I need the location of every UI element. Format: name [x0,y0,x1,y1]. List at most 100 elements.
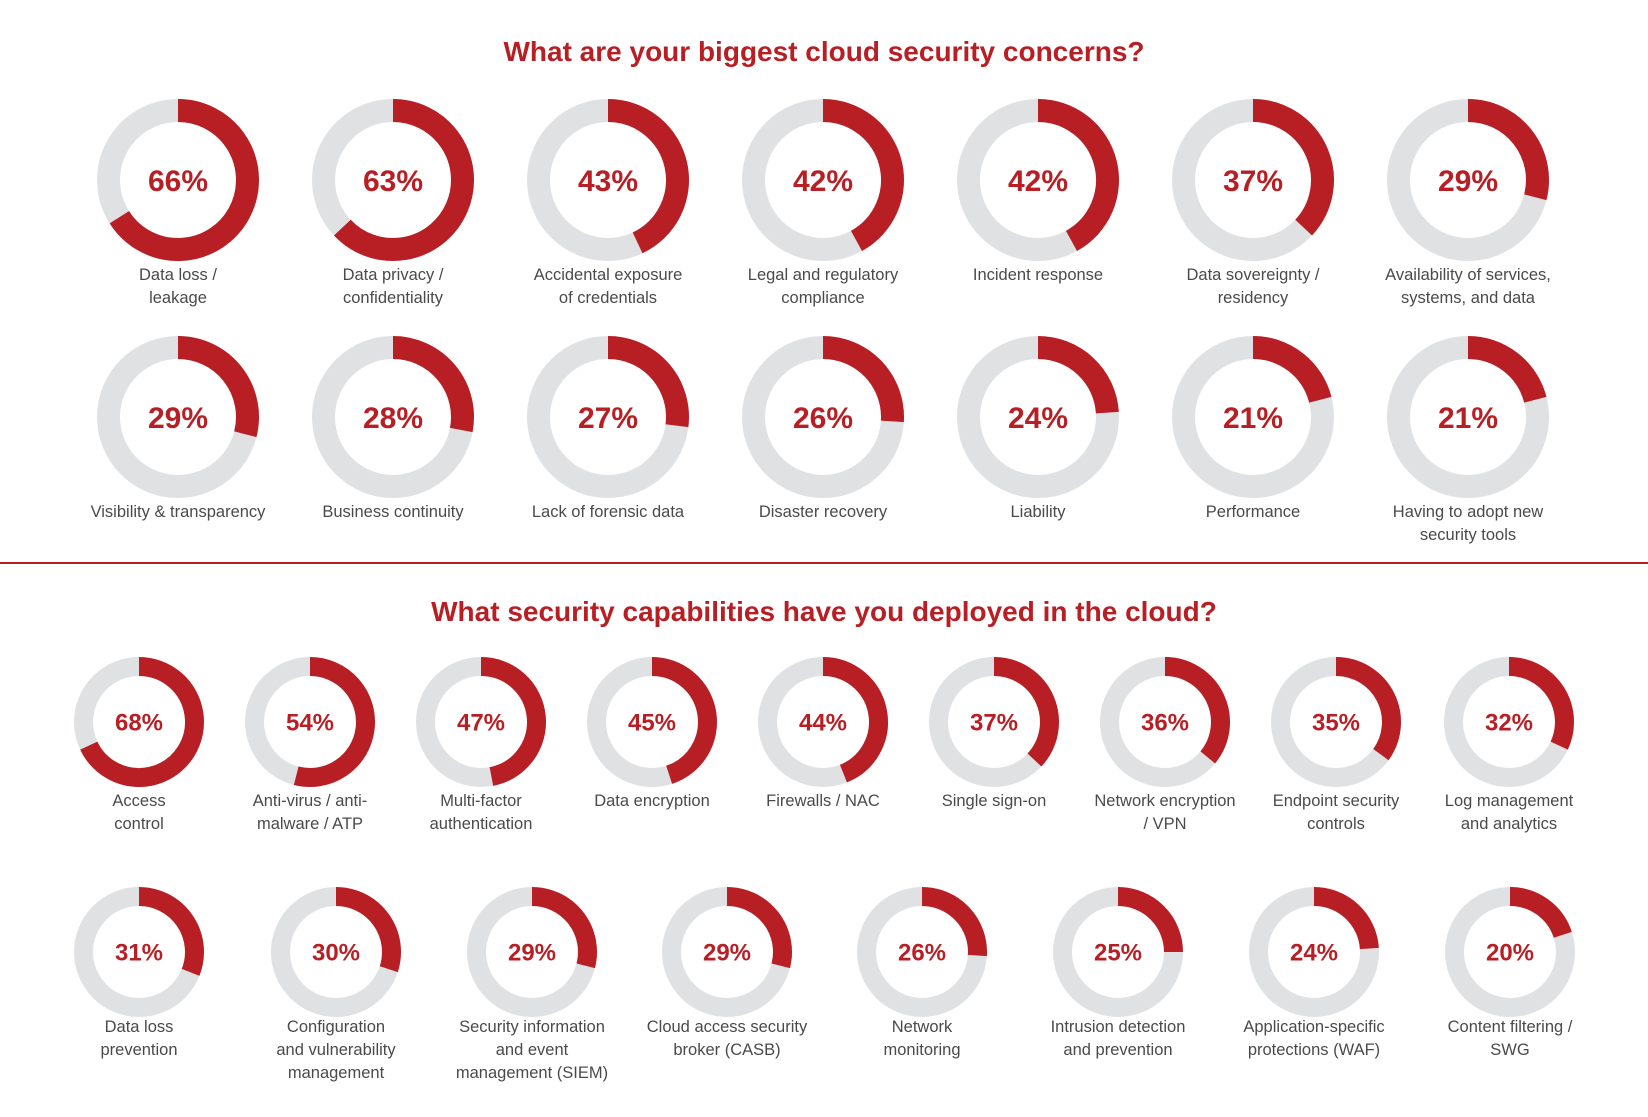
donut-value-arc [1117,887,1183,953]
donut-category-label-line: malware / ATP [257,815,363,833]
donut-percent-label: 47% [457,710,505,737]
donut-percent-label: 37% [1223,165,1283,198]
donut-percent-label: 37% [970,710,1018,737]
donut-value-arc [109,99,259,261]
donut-category-label-line: Cloud access security [647,1018,808,1036]
donut-category-label-line: Log management [1445,792,1574,810]
donut-value-arc [1335,657,1401,761]
donut-category-label: Data encryption [594,792,710,810]
donut-percent-label: 21% [1438,402,1498,435]
donut-chart: 47% Multi-factor authentication [416,657,546,833]
donut-chart: 42% Incident response [957,99,1119,284]
donut-percent-label: 54% [286,710,334,737]
donut-percent-label: 21% [1223,402,1283,435]
section-title-concerns: What are your biggest cloud security con… [503,36,1144,67]
donut-category-label-line: Data sovereignty / [1187,266,1320,284]
donut-chart: 35% Endpoint security controls [1271,657,1401,833]
donut-category-label-line: Disaster recovery [759,503,888,521]
donut-percent-label: 63% [363,165,423,198]
donut-category-label-line: Multi-factor [440,792,522,810]
donut-category-label-line: Access [112,792,165,810]
donut-value-arc [993,657,1059,767]
donut-percent-label: 28% [363,402,423,435]
donut-category-label-line: Incident response [973,266,1103,284]
donut-value-arc [1164,657,1230,764]
donut-percent-label: 31% [115,940,163,967]
donut-value-arc [138,887,204,976]
donut-category-label-line: management (SIEM) [456,1064,608,1082]
donut-category-label-line: security tools [1420,526,1516,544]
donut-category-label-line: Data privacy / [343,266,444,284]
donut-percent-label: 24% [1290,940,1338,967]
donut-category-label: Having to adopt new security tools [1393,503,1544,544]
donut-category-label-line: management [288,1064,385,1082]
donut-category-label-line: control [114,815,164,833]
donut-category-label-line: Business continuity [322,503,464,521]
donut-category-label: Visibility & transparency [91,503,267,521]
donut-category-label-line: / VPN [1143,815,1186,833]
donut-value-arc [726,887,792,969]
donut-category-label: Firewalls / NAC [766,792,880,810]
donut-category-label: Cloud access security broker (CASB) [647,1018,808,1059]
donut-category-label-line: systems, and data [1401,289,1536,307]
donut-percent-label: 27% [578,402,638,435]
donut-chart: 29% Visibility & transparency [91,336,267,521]
donut-category-label: Log management and analytics [1445,792,1574,833]
donut-value-arc [822,657,888,783]
donut-category-label: Liability [1010,503,1066,521]
donut-value-arc [1037,99,1119,251]
donut-chart: 29% Availability of services, systems, and… [1385,99,1551,307]
donut-value-arc [1509,887,1572,939]
donut-category-label-line: leakage [149,289,207,307]
donut-category-label: Endpoint security controls [1273,792,1400,833]
donut-category-label-line: Endpoint security [1273,792,1400,810]
donut-value-arc [1313,887,1379,950]
donut-value-arc [480,657,546,786]
donut-category-label-line: and vulnerability [276,1041,396,1059]
donut-value-arc [651,657,717,784]
donut-category-label-line: and prevention [1063,1041,1172,1059]
donut-value-arc [293,657,375,787]
donut-percent-label: 30% [312,940,360,967]
donut-chart: 54% Anti-virus / anti-malware / ATP [245,657,375,833]
donut-category-label-line: compliance [781,289,864,307]
donut-category-label-line: monitoring [883,1041,960,1059]
donut-category-label: Configuration and vulnerability management [276,1018,396,1082]
donut-percent-label: 44% [799,710,847,737]
donut-category-label-line: Legal and regulatory [748,266,899,284]
donut-charts: 66% Data loss / leakage 63% Data privacy / co… [74,99,1575,1082]
donut-chart: 42% Legal and regulatory compliance [742,99,904,307]
donut-percent-label: 29% [508,940,556,967]
donut-category-label-line: Liability [1010,503,1066,521]
donut-category-label-line: of credentials [559,289,657,307]
donut-percent-label: 66% [148,165,208,198]
donut-category-label-line: Data loss [105,1018,174,1036]
donut-category-label: Data sovereignty / residency [1187,266,1320,307]
donut-value-arc [531,887,597,969]
donut-percent-label: 42% [1008,165,1068,198]
donut-percent-label: 29% [703,940,751,967]
donut-category-label: Incident response [973,266,1103,284]
donut-chart: 21% Having to adopt new security tools [1387,336,1549,544]
donut-percent-label: 20% [1486,940,1534,967]
donut-category-label: Accidental exposure of credentials [534,266,683,307]
donut-chart: 36% Network encryption / VPN [1094,657,1236,833]
donut-category-label-line: Single sign-on [942,792,1047,810]
donut-category-label: Business continuity [322,503,464,521]
donut-chart: 66% Data loss / leakage [97,99,259,307]
donut-category-label-line: residency [1218,289,1289,307]
donut-category-label-line: confidentiality [343,289,444,307]
donut-category-label-line: authentication [430,815,533,833]
donut-chart: 68% Access control [74,657,204,833]
donut-value-arc [1252,336,1332,404]
donut-category-label-line: Application-specific [1243,1018,1384,1036]
donut-percent-label: 25% [1094,940,1142,967]
donut-category-label-line: Intrusion detection [1051,1018,1186,1036]
donut-chart: 21% Performance [1172,336,1334,521]
donut-category-label-line: Network encryption [1094,792,1235,810]
donut-category-label: Lack of forensic data [532,503,685,521]
donut-category-label-line: Data encryption [594,792,710,810]
donut-value-arc [921,887,987,957]
donut-category-label-line: Anti-virus / anti- [253,792,368,810]
